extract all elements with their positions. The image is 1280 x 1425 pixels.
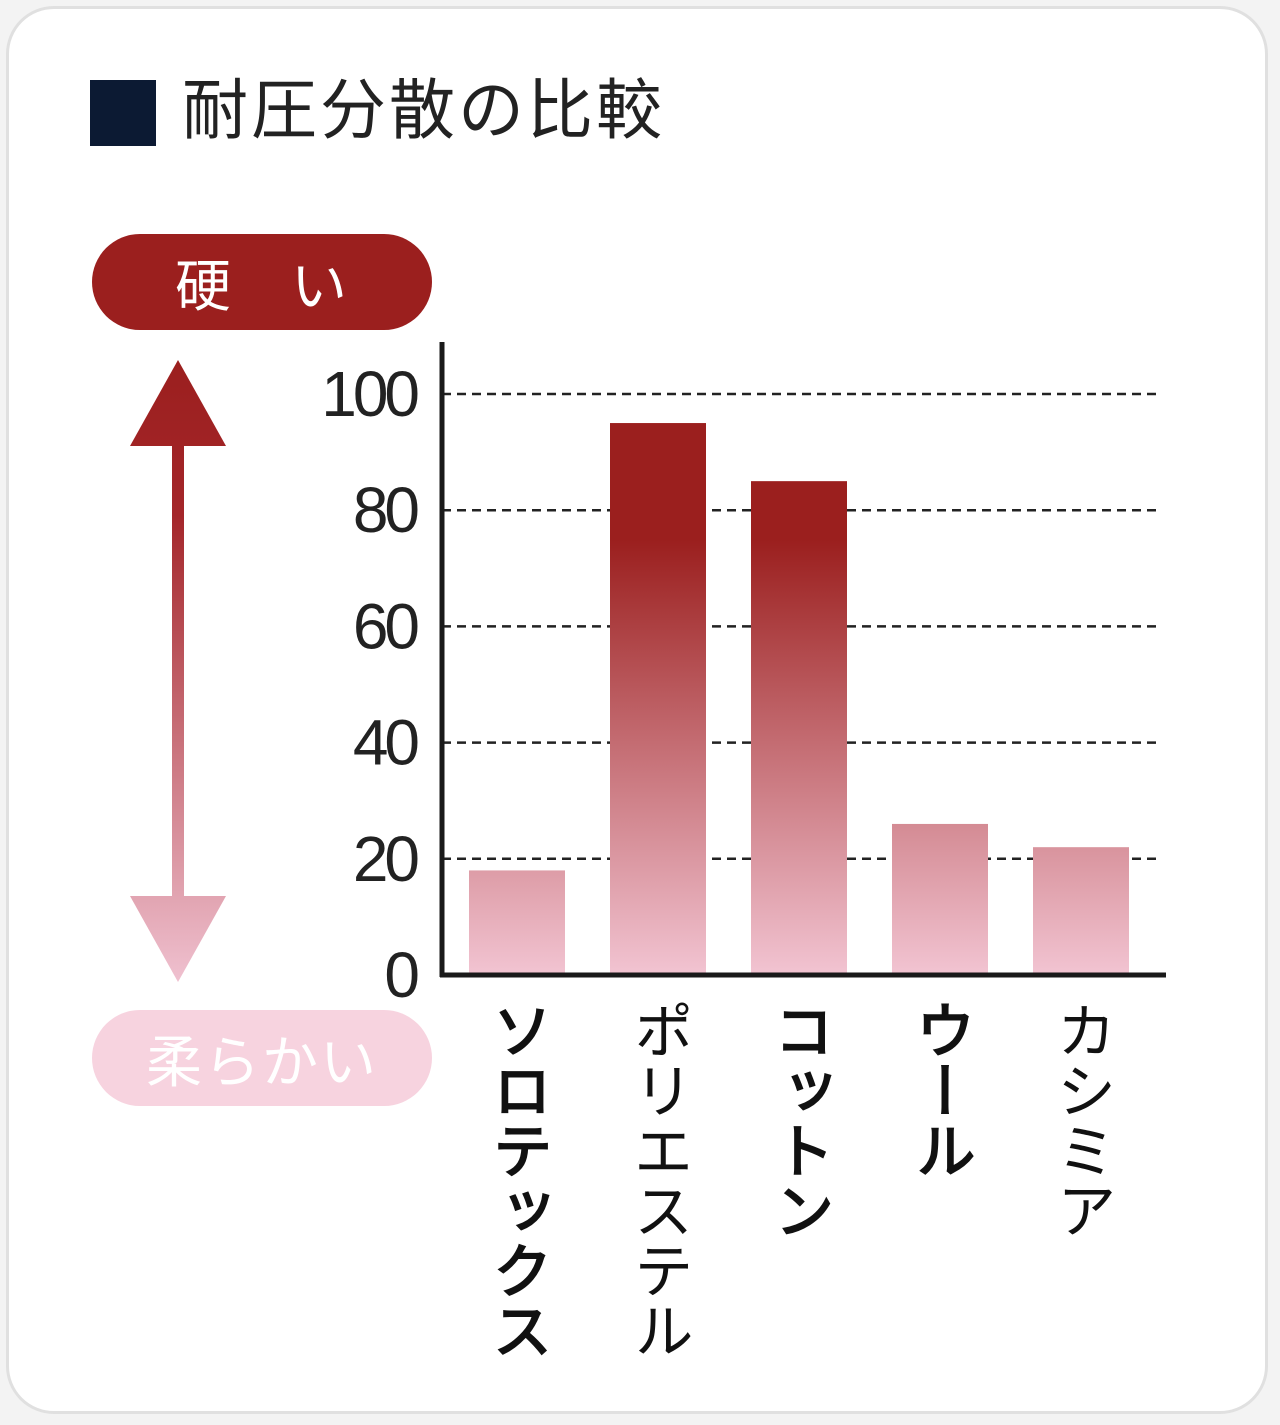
x-category-label: カシミア [1046, 1000, 1116, 1240]
bar-3 [751, 481, 847, 975]
bar-1 [469, 870, 565, 975]
y-tick-label: 100 [321, 358, 418, 430]
y-tick-label: 80 [353, 474, 419, 546]
soft-label: 柔らかい [92, 1010, 432, 1106]
bar-4 [892, 823, 988, 975]
bar-5 [1033, 847, 1129, 975]
hard-label: 硬 い [92, 234, 432, 330]
chart-title: 耐圧分散の比較 [182, 72, 665, 149]
y-tick-label: 0 [384, 939, 418, 1011]
x-category-label: ソロテックス [482, 1000, 552, 1360]
bar-2 [610, 423, 706, 975]
x-category-label: ポリエステル [623, 1000, 693, 1360]
y-tick-label: 20 [353, 823, 419, 895]
x-category-label: ウール [905, 1000, 975, 1180]
x-category-label: コットン [764, 1000, 834, 1240]
y-tick-label: 60 [353, 590, 419, 662]
hard-soft-arrow-icon [130, 360, 226, 982]
title-square-icon [90, 80, 156, 146]
y-tick-label: 40 [353, 707, 419, 779]
